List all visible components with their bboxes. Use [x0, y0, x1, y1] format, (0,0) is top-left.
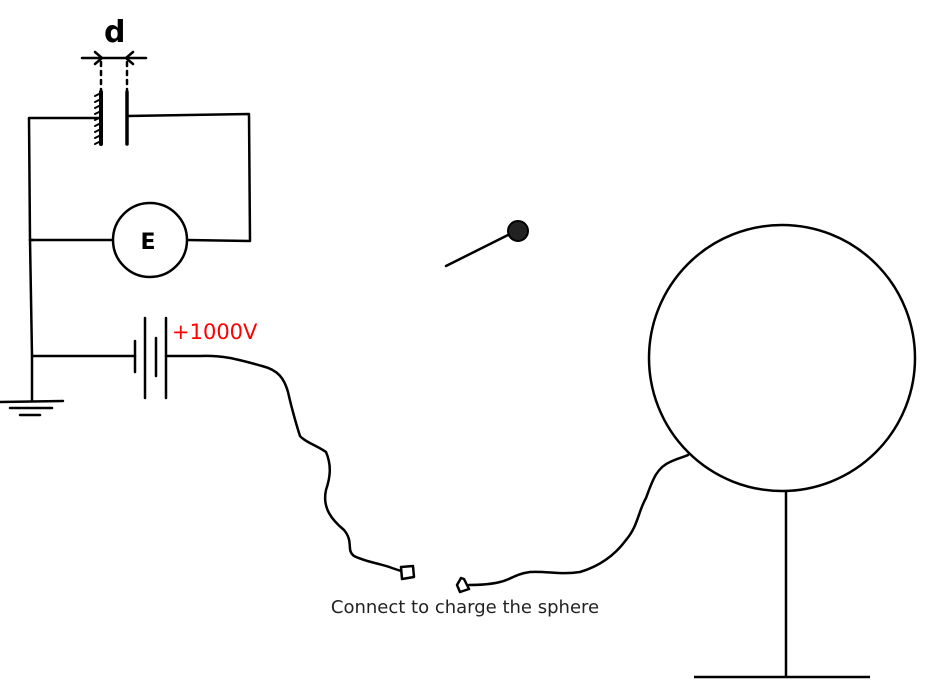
- sphere-lead-wire: [467, 453, 690, 587]
- circuit-wires: [27, 112, 252, 402]
- voltage-label: +1000V: [172, 320, 258, 344]
- battery: [133, 316, 168, 400]
- wire-left-plate: [27, 116, 103, 242]
- dimension-arrow-right: [124, 50, 135, 66]
- ground-symbol: [0, 399, 65, 417]
- wire-right-plate: [125, 112, 252, 243]
- probe-rod: [444, 233, 510, 268]
- dimension-arrow-left: [93, 50, 104, 66]
- sphere: [647, 223, 917, 493]
- probe-ball: [507, 220, 529, 242]
- probe-wand[interactable]: [444, 220, 529, 268]
- ground-line-1: [0, 399, 65, 404]
- electrometer: E: [111, 201, 189, 279]
- right-connector-plug[interactable]: [455, 576, 471, 594]
- gap-label: d: [104, 15, 125, 50]
- charged-sphere: [647, 223, 917, 679]
- electrometer-label: E: [140, 230, 155, 255]
- connect-caption: Connect to charge the sphere: [331, 597, 599, 618]
- left-connector-plug[interactable]: [399, 564, 416, 581]
- electrometer-circle: [111, 201, 189, 279]
- battery-lead-wire: [164, 354, 403, 573]
- gap-dimension: [80, 50, 148, 98]
